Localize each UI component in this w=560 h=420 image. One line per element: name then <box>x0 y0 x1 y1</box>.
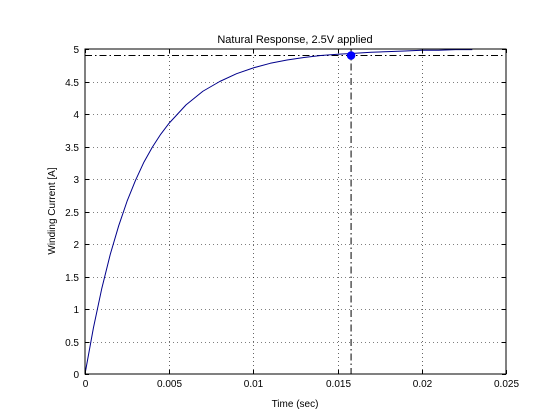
series-line <box>84 49 473 375</box>
y-tick-labels: 0 0.5 1 1.5 2 2.5 3 3.5 4 4.5 5 <box>65 45 79 381</box>
x-axis-label: Time (sec) <box>272 399 319 410</box>
y-tick-label: 1.5 <box>65 273 79 284</box>
x-tick-label: 0.025 <box>494 379 519 390</box>
y-tick-label: 4 <box>73 110 79 121</box>
y-axis-label: Winding Current [A] <box>47 167 58 254</box>
y-tick-label: 0.5 <box>65 338 79 349</box>
marker-layer <box>346 51 356 60</box>
y-tick-label: 5 <box>73 45 79 56</box>
y-tick-label: 1 <box>73 305 79 316</box>
x-tick-label: 0.015 <box>326 379 351 390</box>
y-tick-label: 4.5 <box>65 78 79 89</box>
y-tick-label: 3.5 <box>65 143 79 154</box>
series-layer <box>84 49 473 375</box>
chart-title: Natural Response, 2.5V applied <box>217 34 372 46</box>
x-tick-label: 0 <box>83 379 89 390</box>
y-tick-label: 2 <box>73 240 79 251</box>
x-tick-label: 0.005 <box>157 379 182 390</box>
x-tick-label: 0.01 <box>244 379 264 390</box>
plot-frame <box>84 48 507 375</box>
y-tick-label: 0 <box>73 370 79 381</box>
y-tick-label: 3 <box>73 175 79 186</box>
y-tick-label: 2.5 <box>65 208 79 219</box>
x-tick-label: 0.02 <box>413 379 433 390</box>
data-marker <box>346 51 356 60</box>
reference-lines <box>85 49 506 374</box>
ticks <box>85 49 507 375</box>
x-tick-labels: 0 0.005 0.01 0.015 0.02 0.025 <box>83 379 520 390</box>
plot-area <box>85 49 506 374</box>
